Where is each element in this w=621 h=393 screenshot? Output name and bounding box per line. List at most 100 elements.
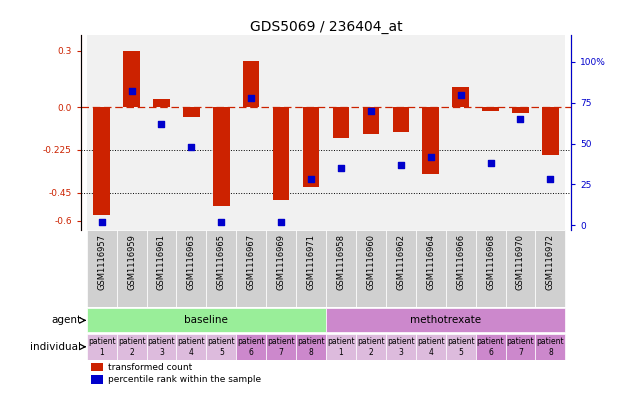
Text: GSM1116966: GSM1116966: [456, 234, 465, 290]
Text: patient
4: patient 4: [178, 337, 205, 356]
Bar: [93, 107, 110, 215]
Text: patient
4: patient 4: [417, 337, 445, 356]
Bar: [453, 86, 469, 107]
Bar: [87, 230, 117, 307]
Text: patient
3: patient 3: [387, 337, 415, 356]
Bar: [505, 334, 535, 360]
Bar: [446, 35, 476, 230]
Bar: [236, 334, 266, 360]
Text: patient
2: patient 2: [118, 337, 145, 356]
Bar: [296, 334, 326, 360]
Bar: [87, 334, 117, 360]
Text: GSM1116969: GSM1116969: [276, 234, 286, 290]
Point: [426, 153, 436, 160]
Title: GDS5069 / 236404_at: GDS5069 / 236404_at: [250, 20, 402, 34]
Point: [216, 219, 226, 225]
Point: [366, 108, 376, 114]
Bar: [243, 61, 260, 107]
Point: [515, 116, 525, 122]
Bar: [176, 230, 206, 307]
Bar: [326, 35, 356, 230]
Bar: [416, 334, 446, 360]
Bar: [176, 35, 206, 230]
Bar: [153, 99, 170, 107]
Bar: [183, 107, 199, 117]
Bar: [542, 107, 559, 155]
Bar: [535, 334, 565, 360]
Text: baseline: baseline: [184, 315, 229, 325]
Text: patient
6: patient 6: [477, 337, 504, 356]
Bar: [416, 230, 446, 307]
Point: [456, 92, 466, 98]
Text: patient
5: patient 5: [207, 337, 235, 356]
Bar: [296, 230, 326, 307]
Bar: [124, 51, 140, 107]
Bar: [535, 230, 565, 307]
Bar: [356, 230, 386, 307]
Bar: [476, 230, 505, 307]
Point: [396, 162, 406, 168]
Bar: [266, 334, 296, 360]
Text: GSM1116967: GSM1116967: [247, 234, 256, 290]
Bar: [206, 230, 236, 307]
Text: GSM1116968: GSM1116968: [486, 234, 495, 290]
Bar: [386, 334, 416, 360]
Point: [97, 219, 107, 225]
Text: individual: individual: [30, 342, 81, 352]
Point: [486, 160, 496, 166]
Bar: [91, 375, 103, 384]
Bar: [446, 230, 476, 307]
Bar: [266, 35, 296, 230]
Text: patient
1: patient 1: [88, 337, 116, 356]
Bar: [326, 230, 356, 307]
Text: patient
3: patient 3: [148, 337, 175, 356]
Bar: [147, 334, 176, 360]
Text: GSM1116970: GSM1116970: [516, 234, 525, 290]
Text: patient
5: patient 5: [447, 337, 474, 356]
Bar: [392, 107, 409, 132]
Bar: [213, 107, 230, 206]
Bar: [266, 230, 296, 307]
Text: patient
7: patient 7: [268, 337, 295, 356]
Bar: [476, 35, 505, 230]
Bar: [363, 107, 379, 134]
Text: GSM1116962: GSM1116962: [396, 234, 406, 290]
Text: patient
1: patient 1: [327, 337, 355, 356]
Bar: [273, 107, 289, 200]
Bar: [326, 334, 356, 360]
Point: [336, 165, 346, 171]
Bar: [147, 230, 176, 307]
Point: [276, 219, 286, 225]
Bar: [505, 35, 535, 230]
Bar: [512, 107, 528, 113]
Text: GSM1116964: GSM1116964: [426, 234, 435, 290]
Text: GSM1116961: GSM1116961: [157, 234, 166, 290]
Bar: [91, 363, 103, 371]
Bar: [236, 35, 266, 230]
Point: [545, 176, 555, 183]
Text: patient
8: patient 8: [297, 337, 325, 356]
Bar: [206, 35, 236, 230]
Bar: [386, 35, 416, 230]
Bar: [422, 107, 439, 174]
Point: [247, 95, 256, 101]
Text: GSM1116958: GSM1116958: [337, 234, 345, 290]
Bar: [176, 334, 206, 360]
Text: patient
7: patient 7: [507, 337, 534, 356]
Bar: [206, 334, 236, 360]
Text: GSM1116972: GSM1116972: [546, 234, 555, 290]
Point: [186, 144, 196, 150]
Bar: [296, 35, 326, 230]
Text: patient
8: patient 8: [537, 337, 564, 356]
Bar: [356, 334, 386, 360]
Text: agent: agent: [51, 315, 81, 325]
Text: GSM1116965: GSM1116965: [217, 234, 226, 290]
Bar: [117, 334, 147, 360]
Bar: [87, 309, 326, 332]
Text: patient
6: patient 6: [237, 337, 265, 356]
Point: [127, 88, 137, 94]
Text: GSM1116957: GSM1116957: [97, 234, 106, 290]
Bar: [483, 107, 499, 111]
Text: GSM1116960: GSM1116960: [366, 234, 376, 290]
Text: GSM1116959: GSM1116959: [127, 234, 136, 290]
